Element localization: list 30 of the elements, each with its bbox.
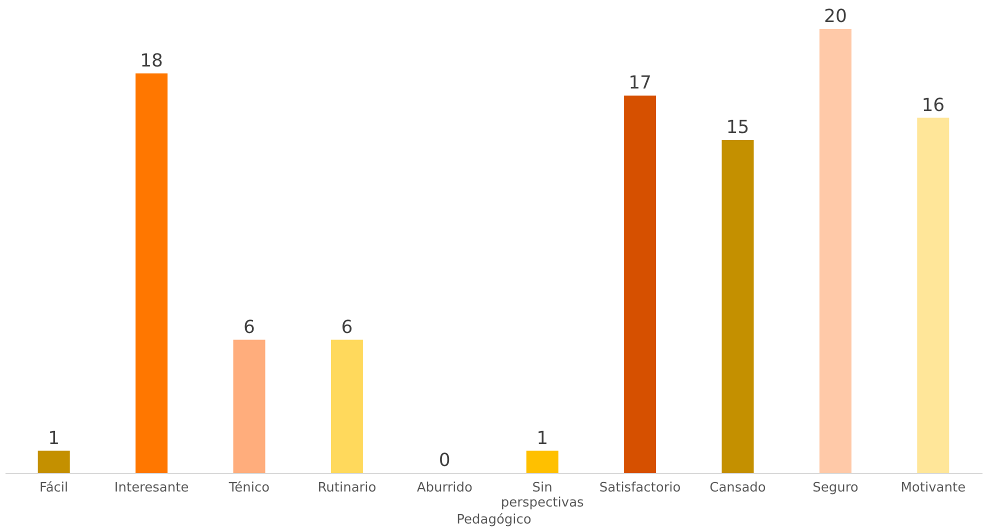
x-tick-label: Motivante — [900, 480, 966, 496]
data-label: 1 — [48, 428, 60, 449]
bar — [233, 340, 266, 473]
data-label: 17 — [628, 72, 652, 94]
bar — [819, 29, 852, 473]
x-tick-label: Seguro — [812, 480, 858, 496]
x-tick-label: Fácil — [40, 480, 68, 496]
data-label: 15 — [726, 117, 750, 138]
x-tick-label: Aburrido — [416, 480, 473, 496]
x-tick-label: Cansado — [710, 480, 766, 496]
bar — [917, 118, 950, 473]
x-axis-title: Pedagógico — [456, 512, 532, 528]
x-tick-label: Interesante — [114, 480, 189, 496]
x-tick-label: Sin perspectivas — [500, 480, 584, 510]
data-label: 1 — [536, 428, 548, 449]
data-label: 18 — [140, 50, 164, 72]
x-tick-label: Ténico — [228, 480, 270, 496]
bar — [526, 450, 558, 473]
data-label: 20 — [824, 6, 847, 27]
data-label: 6 — [244, 316, 255, 338]
x-tick-label: Rutinario — [318, 480, 376, 496]
bar — [330, 340, 363, 473]
bar — [38, 450, 70, 473]
bar — [624, 96, 656, 473]
data-label: 16 — [922, 94, 945, 116]
x-tick-label: Satisfactorio — [599, 480, 681, 496]
bar — [136, 73, 168, 473]
bar — [722, 140, 754, 473]
data-label: 6 — [341, 316, 353, 338]
data-label: 0 — [438, 450, 450, 471]
